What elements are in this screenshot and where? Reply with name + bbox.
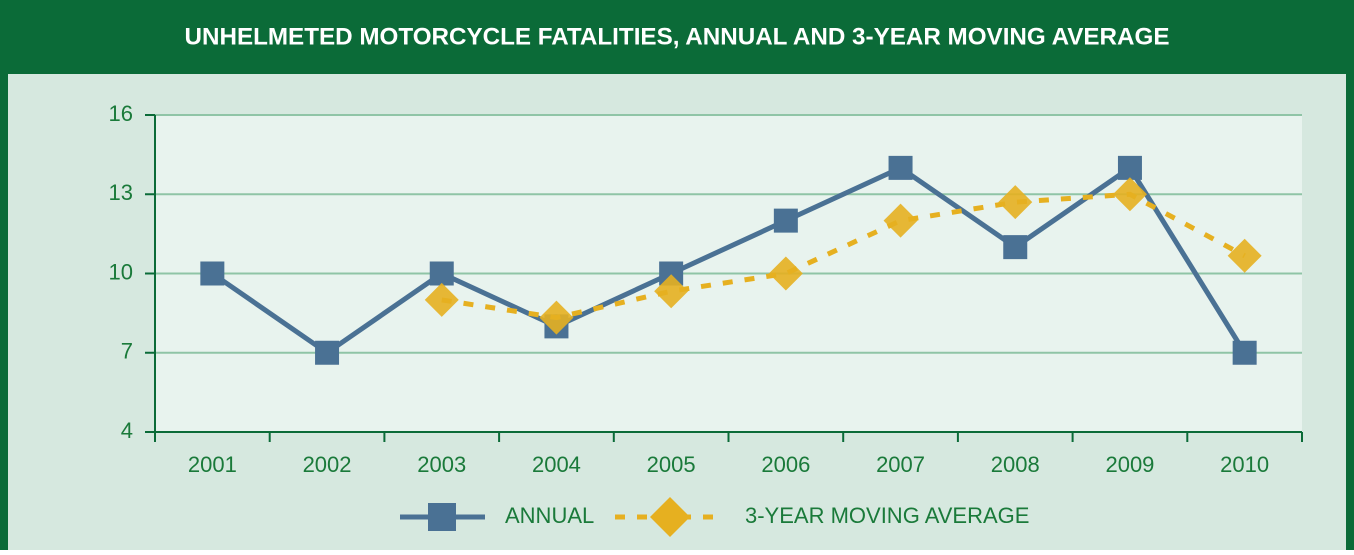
marker (1112, 177, 1147, 212)
marker (773, 208, 798, 233)
y-tick-label: 16 (109, 101, 133, 126)
marker (315, 340, 340, 365)
x-tick-label: 2009 (1105, 452, 1154, 477)
y-tick-label: 4 (121, 418, 133, 443)
x-tick-label: 2002 (303, 452, 352, 477)
marker (659, 261, 684, 286)
x-tick-label: 2006 (761, 452, 810, 477)
marker (768, 256, 803, 291)
series-line (210, 164, 1247, 356)
x-tick-label: 2003 (417, 452, 466, 477)
marker (1003, 235, 1028, 260)
chart-title: UNHELMETED MOTORCYCLE FATALITIES, ANNUAL… (185, 23, 1170, 50)
marker (998, 185, 1033, 220)
y-tick-label: 7 (121, 339, 133, 364)
marker (888, 155, 913, 180)
marker (424, 282, 459, 317)
legend-marker (650, 497, 690, 537)
x-tick-label: 2001 (188, 452, 237, 477)
x-tick-label: 2004 (532, 452, 581, 477)
x-tick-label: 2010 (1220, 452, 1269, 477)
marker (539, 300, 574, 335)
legend-marker (428, 503, 456, 531)
marker (429, 261, 454, 286)
legend-label: ANNUAL (505, 503, 594, 528)
marker (654, 274, 689, 309)
x-tick-label: 2005 (647, 452, 696, 477)
marker (1117, 155, 1142, 180)
marker (200, 261, 225, 286)
y-tick-label: 13 (109, 180, 133, 205)
series-line (441, 191, 1246, 321)
marker (883, 203, 918, 238)
legend-label: 3-YEAR MOVING AVERAGE (745, 503, 1029, 528)
y-tick-label: 10 (109, 259, 133, 284)
marker (1227, 238, 1262, 273)
x-tick-label: 2008 (991, 452, 1040, 477)
x-tick-label: 2007 (876, 452, 925, 477)
marker (1232, 340, 1257, 365)
